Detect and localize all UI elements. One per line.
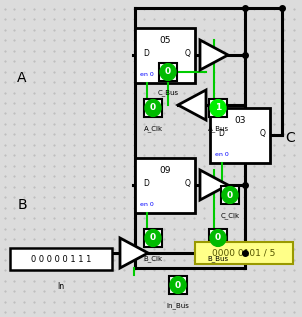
Text: 05: 05: [159, 36, 171, 45]
Text: 09: 09: [159, 166, 171, 175]
Text: D: D: [143, 179, 149, 188]
Text: 03: 03: [234, 116, 246, 125]
Text: Q: Q: [185, 179, 191, 188]
Circle shape: [210, 100, 226, 116]
Text: Q: Q: [260, 129, 266, 138]
Text: 0: 0: [150, 234, 156, 243]
Text: A_Clk: A_Clk: [143, 125, 162, 132]
Text: en 0: en 0: [140, 72, 154, 77]
Bar: [135, 28, 195, 83]
Bar: [135, 158, 195, 213]
Circle shape: [160, 64, 176, 81]
Text: B_Clk: B_Clk: [143, 255, 162, 262]
Bar: [159, 63, 177, 81]
Text: C_Bus: C_Bus: [157, 89, 178, 96]
Bar: [169, 276, 187, 294]
Text: In: In: [57, 282, 65, 291]
Bar: [209, 229, 227, 247]
Bar: [221, 186, 239, 204]
Text: 0000 0101 / 5: 0000 0101 / 5: [212, 249, 276, 257]
Bar: [195, 242, 293, 264]
Text: C: C: [285, 131, 295, 145]
Text: 0: 0: [227, 191, 233, 199]
Circle shape: [145, 100, 161, 116]
Circle shape: [170, 277, 186, 294]
Polygon shape: [120, 238, 148, 268]
Polygon shape: [178, 90, 206, 120]
Text: 0 0 0 0 0 1 1 1: 0 0 0 0 0 1 1 1: [31, 255, 91, 263]
Text: D: D: [218, 129, 224, 138]
Text: 0: 0: [175, 281, 181, 289]
Text: en 0: en 0: [215, 152, 229, 157]
Text: en 0: en 0: [140, 202, 154, 207]
Bar: [209, 99, 227, 117]
Bar: [144, 229, 162, 247]
Bar: [10, 248, 112, 270]
Text: 0: 0: [150, 103, 156, 113]
Bar: [144, 99, 162, 117]
Circle shape: [210, 230, 226, 246]
Polygon shape: [200, 40, 228, 70]
Text: In_Bus: In_Bus: [167, 302, 189, 309]
Text: 0: 0: [165, 68, 171, 76]
Circle shape: [222, 187, 238, 204]
Polygon shape: [200, 170, 228, 200]
Bar: [210, 108, 270, 163]
Circle shape: [145, 230, 161, 246]
Text: D: D: [143, 49, 149, 58]
Text: 1: 1: [215, 103, 221, 113]
Text: Q: Q: [185, 49, 191, 58]
Text: A: A: [17, 71, 27, 85]
Text: B: B: [17, 198, 27, 212]
Text: 0: 0: [215, 234, 221, 243]
Text: B_Bus: B_Bus: [207, 255, 229, 262]
Text: A_Bus: A_Bus: [207, 125, 229, 132]
Text: C_Clk: C_Clk: [220, 212, 239, 219]
